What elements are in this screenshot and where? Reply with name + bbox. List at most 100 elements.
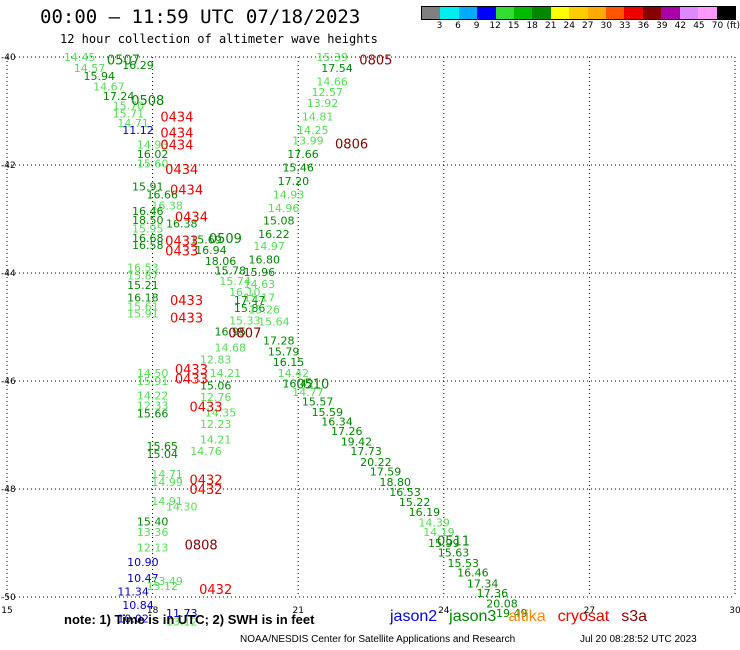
wave-height-value: 19.42 xyxy=(341,435,373,448)
pass-time-label: 0433 xyxy=(170,294,203,309)
wave-height-value: 15.57 xyxy=(302,396,334,409)
wave-height-value: 14.63 xyxy=(244,278,276,291)
wave-height-value: 13.12 xyxy=(147,580,179,593)
wave-height-value: 14.57 xyxy=(74,62,106,75)
pass-time-label: 0432 xyxy=(199,583,232,598)
wave-height-value: 15.40 xyxy=(137,515,169,528)
wave-height-value: 16.66 xyxy=(147,189,179,202)
color-swatch xyxy=(440,7,459,19)
color-scale-tick: 33 xyxy=(619,21,631,31)
color-scale-tick: 36 xyxy=(637,21,650,31)
mission-legend-entry: jason3 xyxy=(449,608,497,625)
color-scale-tick: 3 xyxy=(436,21,443,31)
color-scale-tick: 6 xyxy=(455,21,461,31)
pass-time-label: 0433 xyxy=(189,400,222,415)
wave-height-value: 13.49 xyxy=(151,575,183,588)
wave-height-value: 17.66 xyxy=(287,148,319,161)
color-scale-tick: 70 xyxy=(711,21,724,31)
pass-time-label: 0508 xyxy=(131,94,164,109)
color-swatch xyxy=(606,7,625,19)
wave-height-value: 13.12 xyxy=(166,615,198,628)
wave-height-value: 15.91 xyxy=(137,375,169,388)
wave-height-value: 15.91 xyxy=(127,308,159,321)
color-swatch xyxy=(661,7,680,19)
wave-height-value: 17.54 xyxy=(321,62,353,75)
color-swatch xyxy=(642,7,662,19)
wave-height-value: 15.53 xyxy=(447,557,479,570)
wave-height-value: 16.58 xyxy=(132,239,164,252)
wave-height-value: 14.71 xyxy=(117,117,149,130)
wave-height-value: 16.22 xyxy=(258,228,290,241)
wave-height-value: 16.29 xyxy=(122,59,154,72)
x-tick-label: 18 xyxy=(147,606,159,616)
wave-height-value: 17.73 xyxy=(350,445,382,458)
wave-height-value: 15.33 xyxy=(229,315,261,328)
wave-height-value: 15.60 xyxy=(137,157,169,170)
y-tick-label: -48 xyxy=(1,485,16,495)
color-scale-tick: 30 xyxy=(600,21,613,31)
pass-time-label: 0433 xyxy=(175,363,208,378)
wave-height-value: 15.70 xyxy=(113,100,145,113)
wave-height-value: 14.68 xyxy=(215,342,247,355)
wave-height-value: 14.50 xyxy=(137,367,169,380)
pass-time-label: 0511 xyxy=(437,534,470,549)
wave-height-value: 15.95 xyxy=(132,223,164,236)
color-swatch xyxy=(477,7,496,19)
wave-height-value: 14.99 xyxy=(151,476,183,489)
pass-time-label: 0434 xyxy=(175,210,208,225)
wave-height-value: 14.96 xyxy=(268,202,300,215)
wave-height-value: 10.02 xyxy=(117,613,149,626)
x-tick-label: 21 xyxy=(292,606,303,616)
wave-height-value: 14.67 xyxy=(93,81,125,94)
pass-time-label: 0808 xyxy=(185,539,218,554)
wave-height-value: 12.83 xyxy=(200,353,232,366)
wave-height-value: 16.15 xyxy=(273,356,305,369)
pass-time-label: 0805 xyxy=(359,54,392,69)
wave-height-value: 15.46 xyxy=(282,162,314,175)
chart-subtitle: 12 hour collection of altimeter wave hei… xyxy=(60,32,378,46)
pass-time-label: 0510 xyxy=(296,378,329,393)
color-scale-tick: 12 xyxy=(489,21,501,31)
wave-height-value: 15.65 xyxy=(147,440,179,453)
pass-time-label: 0433 xyxy=(165,244,198,259)
color-swatch xyxy=(587,7,607,19)
color-swatch xyxy=(624,7,643,19)
footer-credit: NOAA/NESDIS Center for Satellite Applica… xyxy=(240,634,516,645)
wave-height-value: 14.35 xyxy=(205,406,237,419)
wave-height-value: 15.87 xyxy=(127,270,159,283)
wave-height-value: 15.08 xyxy=(263,215,295,228)
wave-height-value: 17.28 xyxy=(263,335,295,348)
wave-height-value: 16.10 xyxy=(229,286,261,299)
mission-legend: jason2 jason3 altika cryosat s3a xyxy=(390,608,659,626)
wave-height-value: 15.63 xyxy=(438,547,470,560)
pass-time-label: 0807 xyxy=(228,326,261,341)
wave-height-value: 15.79 xyxy=(268,345,300,358)
wave-height-value: 14.30 xyxy=(166,500,198,513)
wave-height-value: 16.80 xyxy=(248,254,280,267)
wave-height-value: 17.59 xyxy=(370,466,402,479)
wave-height-value: 10.84 xyxy=(122,599,154,612)
wave-height-value: 16.46 xyxy=(132,205,164,218)
mission-legend-entry: jason2 xyxy=(390,608,438,625)
pass-time-label: 0434 xyxy=(160,127,193,142)
wave-height-value: 12.13 xyxy=(137,541,169,554)
pass-time-label: 0433 xyxy=(165,235,198,250)
wave-height-value: 13.99 xyxy=(292,135,324,148)
wave-height-value: 11.34 xyxy=(117,586,149,599)
wave-height-value: 18.50 xyxy=(132,214,164,227)
wave-height-value: 16.02 xyxy=(137,148,169,161)
pass-time-label: 0432 xyxy=(189,473,222,488)
wave-height-value: 15.21 xyxy=(127,279,159,292)
x-tick-label: 27 xyxy=(584,606,595,616)
wave-height-value: 14.76 xyxy=(190,445,222,458)
wave-height-value: 16.46 xyxy=(457,567,489,580)
wave-height-value: 17.26 xyxy=(331,425,363,438)
wave-height-value: 15.64 xyxy=(258,316,290,329)
color-swatch xyxy=(514,7,533,19)
x-tick-label: 15 xyxy=(1,606,12,616)
wave-height-value: 10.90 xyxy=(127,556,159,569)
pass-time-label: 0433 xyxy=(170,311,203,326)
wave-height-value: 17.47 xyxy=(234,294,266,307)
color-swatch xyxy=(550,7,570,19)
